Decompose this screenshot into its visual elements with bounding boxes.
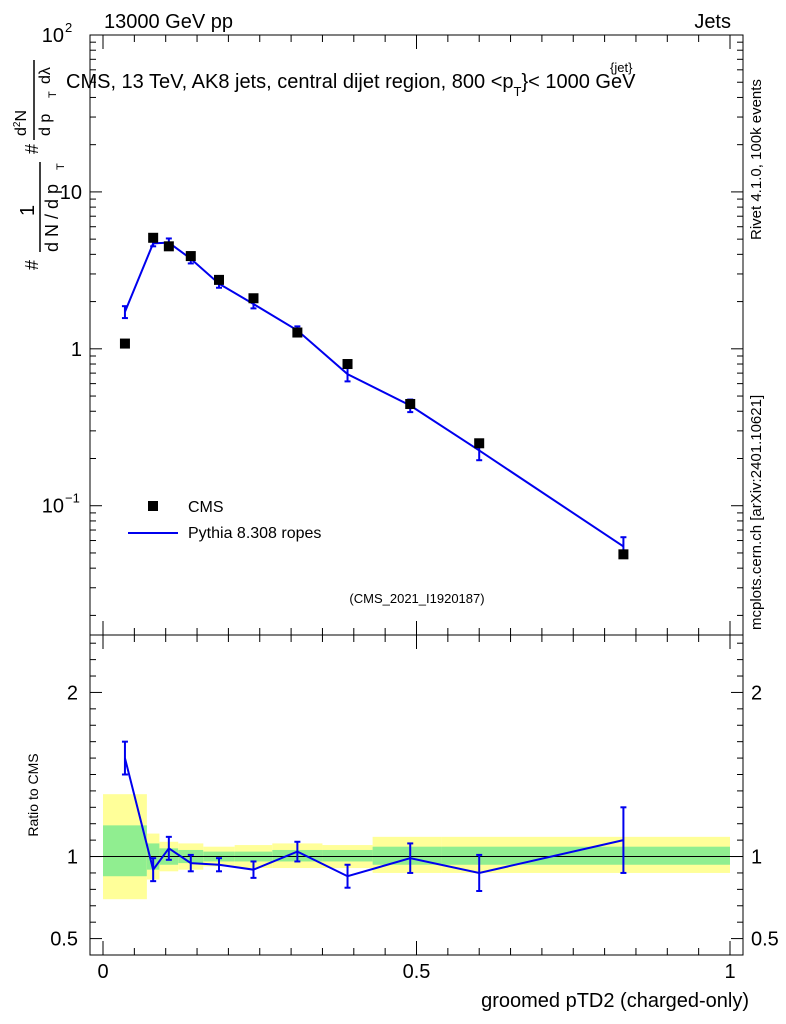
ylabel-sub-t2: T [47,91,59,98]
data-point [213,274,224,285]
header-left: 13000 GeV pp [104,11,233,33]
band-inner [103,825,147,877]
ylabel-frac1-bottom: d N / d p [42,184,62,252]
ylabel-frac2-bottom: d p [37,114,54,136]
x-axis-label: groomed pTD2 (charged-only) [481,990,749,1012]
data-point [618,549,629,560]
rivet-label: Rivet 4.1.0, 100k events [748,79,765,240]
title-sup: {jet} [610,60,633,75]
y-tick-label-exp: −1 [65,491,80,506]
ratio-y-tick-label: 1 [67,847,78,869]
ratio-panel: 0 0.5 1 0.5 0.5 1 1 2 2 [50,634,779,983]
band-inner [322,849,373,862]
y-tick-label: 1 [71,339,82,361]
header-right: Jets [694,11,731,33]
ylabel-hash1: # [22,260,42,270]
legend-mc-label: Pythia 8.308 ropes [188,525,321,542]
ylabel-frac2-top: d2N [12,110,30,136]
ratio-y-tick-label-right: 0.5 [751,929,779,951]
data-point [248,293,259,304]
data-point [405,398,416,409]
ratio-y-tick-label-right: 2 [751,682,762,704]
legend-data-marker [148,501,158,511]
title-tail: }< 1000 GeV [521,71,636,93]
ylabel-dlambda: dλ [37,67,54,84]
y-tick-label-exp: 2 [65,20,72,35]
title-main: CMS, 13 TeV, AK8 jets, central dijet reg… [66,71,514,93]
plot-title: CMS, 13 TeV, AK8 jets, central dijet reg… [66,60,636,99]
x-tick-label: 1 [724,961,735,983]
data-point [163,241,174,252]
y-tick-label: 10 [60,182,82,204]
data-point [148,232,159,243]
ratio-y-tick-label: 2 [67,682,78,704]
legend: CMS Pythia 8.308 ropes [128,499,321,542]
ratio-ylabel: Ratio to CMS [25,753,41,836]
y-tick-label: 10 [42,496,64,518]
analysis-id: (CMS_2021_I1920187) [349,591,484,606]
y-tick-label: 10 [42,25,64,47]
legend-data-label: CMS [188,499,224,516]
data-point [119,338,130,349]
data-point [342,359,353,370]
data-point [474,438,485,449]
main-frame [89,34,744,636]
svg-text:CMS, 13 TeV, AK8 jets, central: CMS, 13 TeV, AK8 jets, central dijet reg… [66,71,636,99]
main-ylabel: # 1 d N / d p T # d2N d p T dλ [12,60,67,270]
ylabel-sub-t1: T [55,163,67,170]
ylabel-frac1-top: 1 [17,205,39,216]
x-tick-label: 0 [97,961,108,983]
data-point [185,251,196,262]
ratio-y-tick-label-right: 1 [751,847,762,869]
ratio-frame [89,634,744,956]
ratio-y-tick-label: 0.5 [50,929,78,951]
band-inner [441,846,730,865]
title-sub: T [514,84,522,99]
ylabel-hash2: # [22,144,42,154]
data-point [292,327,303,338]
mcplots-label: mcplots.cern.ch [arXiv:2401.10621] [748,395,765,630]
x-tick-label: 0.5 [403,961,431,983]
